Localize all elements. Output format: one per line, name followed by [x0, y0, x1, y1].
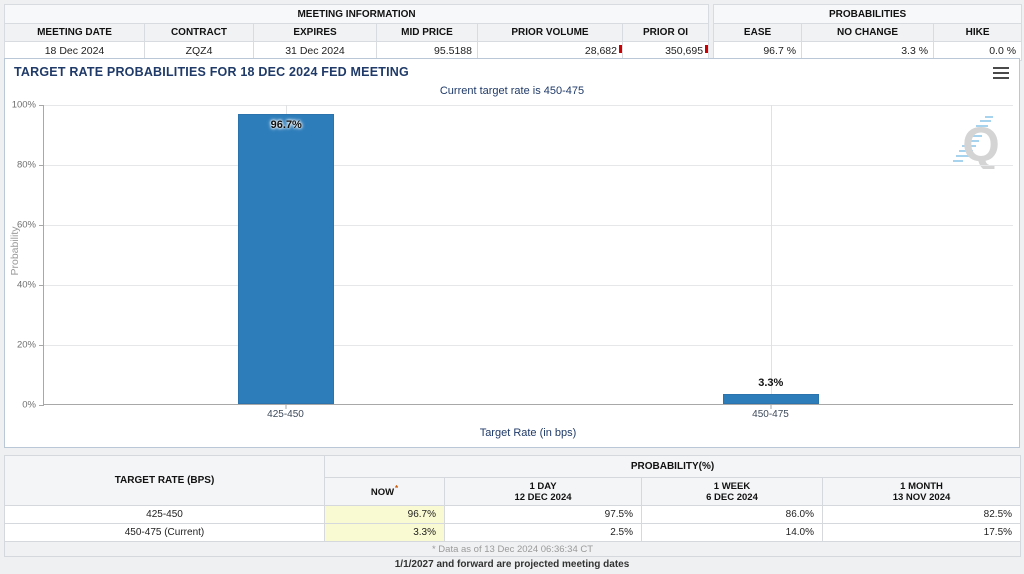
no-change-value: 3.3 %	[801, 41, 935, 61]
contract-value: ZQZ4	[144, 41, 254, 61]
one-week-prob-cell: 86.0%	[641, 505, 823, 524]
probability-history-table: TARGET RATE (BPS) PROBABILITY(%) NOW* 1 …	[3, 455, 1022, 557]
y-tickmark	[39, 225, 44, 226]
y-gridline	[44, 285, 1013, 286]
y-tickmark	[39, 105, 44, 106]
hike-value: 0.0 %	[933, 41, 1023, 61]
y-tick-label: 60%	[16, 219, 36, 231]
rate-range-cell: 425-450	[4, 505, 325, 524]
prior-oi-value: 350,695	[621, 41, 710, 61]
y-gridline	[44, 225, 1013, 226]
chart-subtitle: Current target rate is 450-475	[439, 85, 585, 97]
probability-group-header: PROBABILITY(%)	[323, 455, 1022, 478]
probability-bar[interactable]	[238, 114, 335, 404]
probability-bar[interactable]	[722, 394, 819, 404]
now-prob-cell: 96.7%	[324, 505, 445, 524]
bar-value-label: 96.7%	[270, 119, 302, 131]
value-change-flash-indicator	[705, 45, 708, 53]
projected-meetings-note: 1/1/2027 and forward are projected meeti…	[394, 559, 630, 570]
y-tickmark	[39, 345, 44, 346]
x-tickmark	[770, 404, 772, 409]
value-change-flash-indicator	[619, 45, 622, 53]
meeting-information-title: MEETING INFORMATION	[3, 4, 710, 24]
chart-title: TARGET RATE PROBABILITIES FOR 18 DEC 202…	[14, 65, 409, 79]
y-axis: 0% 20% 40% 60% 80% 100%	[5, 100, 41, 411]
rate-range-cell: 450-475 (Current)	[4, 523, 325, 542]
quikstrike-watermark-icon: Q	[949, 115, 1007, 174]
meeting-information-table: MEETING INFORMATION MEETING DATE CONTRAC…	[3, 4, 710, 61]
table-row: 425-450 96.7% 97.5% 86.0% 82.5%	[4, 505, 1022, 524]
y-tick-label: 40%	[16, 279, 36, 291]
x-tickmark	[285, 404, 287, 409]
category-gridline	[770, 105, 772, 404]
y-tick-label: 100%	[11, 99, 36, 111]
table-row: 450-475 (Current) 3.3% 2.5% 14.0% 17.5%	[4, 523, 1022, 542]
hike-header: HIKE	[933, 23, 1023, 42]
data-as-of-footnote: * Data as of 13 Dec 2024 06:36:34 CT	[3, 541, 1022, 557]
one-month-prob-cell: 82.5%	[821, 505, 1022, 524]
probabilities-title: PROBABILITIES	[713, 4, 1023, 24]
y-tick-label: 80%	[16, 159, 36, 171]
one-week-prob-cell: 14.0%	[641, 523, 823, 542]
now-header: NOW*	[324, 477, 445, 506]
meeting-date-value: 18 Dec 2024	[4, 41, 145, 61]
meeting-date-header: MEETING DATE	[4, 23, 145, 42]
y-tickmark	[39, 405, 44, 406]
footnote-asterisk: *	[395, 484, 399, 494]
top-info-row: MEETING INFORMATION MEETING DATE CONTRAC…	[0, 0, 1024, 61]
one-month-header: 1 MONTH 13 NOV 2024	[821, 477, 1022, 506]
one-month-prob-cell: 17.5%	[821, 523, 1022, 542]
prior-oi-header: PRIOR OI	[621, 23, 710, 42]
x-axis: 425-450 450-475	[43, 409, 1013, 421]
target-rate-bps-header: TARGET RATE (BPS)	[4, 455, 325, 506]
mid-price-header: MID PRICE	[376, 23, 478, 42]
y-gridline	[44, 345, 1013, 346]
now-prob-cell: 3.3%	[324, 523, 445, 542]
one-week-header: 1 WEEK 6 DEC 2024	[641, 477, 823, 506]
expires-header: EXPIRES	[253, 23, 377, 42]
x-tick-label: 450-475	[752, 409, 789, 420]
one-day-header: 1 DAY 12 DEC 2024	[444, 477, 642, 506]
y-tick-label: 0%	[22, 399, 36, 411]
ease-header: EASE	[713, 23, 803, 42]
y-tickmark	[39, 165, 44, 166]
prior-volume-header: PRIOR VOLUME	[477, 23, 623, 42]
bar-value-label: 3.3%	[758, 377, 784, 389]
y-gridline	[44, 165, 1013, 166]
one-day-prob-cell: 2.5%	[444, 523, 642, 542]
chart-menu-icon[interactable]	[993, 67, 1009, 82]
expires-value: 31 Dec 2024	[253, 41, 377, 61]
target-rate-chart-panel: TARGET RATE PROBABILITIES FOR 18 DEC 202…	[4, 58, 1020, 448]
y-tick-label: 20%	[16, 339, 36, 351]
x-tick-label: 425-450	[267, 409, 304, 420]
y-gridline	[44, 105, 1013, 106]
plot-area: Q 96.7% 3.3%	[39, 105, 1013, 409]
probabilities-table: PROBABILITIES EASE NO CHANGE HIKE 96.7 %…	[713, 4, 1023, 61]
one-day-prob-cell: 97.5%	[444, 505, 642, 524]
prior-volume-value: 28,682	[477, 41, 623, 61]
no-change-header: NO CHANGE	[801, 23, 935, 42]
contract-header: CONTRACT	[144, 23, 254, 42]
x-axis-label: Target Rate (in bps)	[479, 427, 577, 439]
watermark-letter: Q	[962, 119, 999, 169]
y-tickmark	[39, 285, 44, 286]
